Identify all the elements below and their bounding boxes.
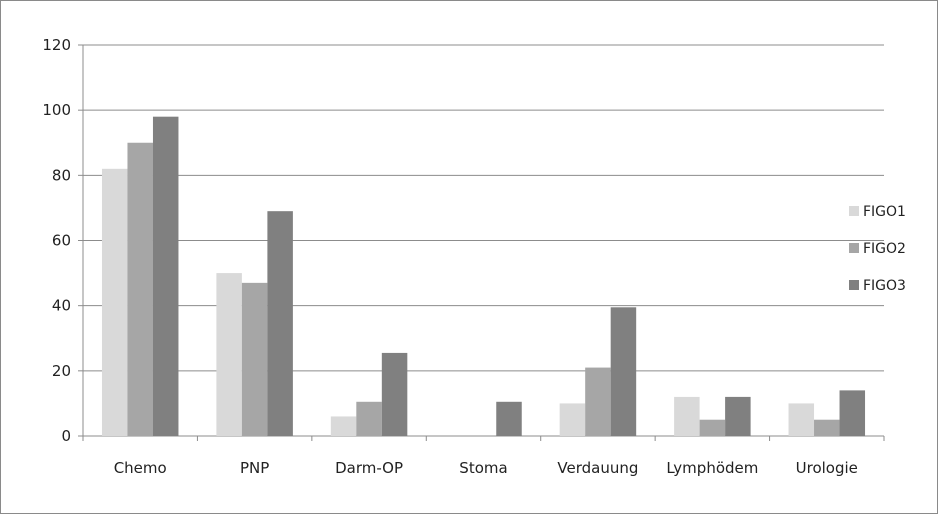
bar-figo3-0 (152, 116, 179, 436)
tick-labels: 0 20 40 60 80 100 120 Chemo PNP Darm-OP Stoma Verda… (42, 36, 858, 477)
bar-figo3-3 (496, 401, 522, 436)
y-tick-label: 120 (42, 36, 71, 54)
x-tick-label: Urologie (796, 459, 858, 477)
legend-label-figo3: FIGO3 (863, 278, 906, 294)
bars (101, 116, 866, 437)
y-tick-label: 80 (52, 166, 71, 184)
bar-figo1-6 (788, 403, 815, 436)
bar-figo2-2 (356, 401, 382, 436)
bar-figo2-1 (241, 282, 268, 436)
legend-swatch-figo1 (849, 206, 859, 216)
x-tick-label: Verdauung (557, 459, 638, 477)
bar-figo3-5 (725, 396, 751, 436)
bar-figo1-1 (216, 273, 242, 436)
bar-figo1-5 (674, 396, 700, 436)
legend-label-figo1: FIGO1 (863, 204, 906, 220)
bar-figo1-4 (559, 403, 586, 436)
gridlines (83, 44, 884, 372)
legend-label-figo2: FIGO2 (863, 241, 906, 257)
bar-figo2-6 (814, 419, 840, 436)
bar-figo3-4 (610, 307, 637, 436)
x-tick-label: Lymphödem (666, 459, 758, 477)
y-tick-label: 20 (52, 362, 71, 380)
x-tick-label: Darm-OP (335, 459, 403, 477)
bar-figo3-6 (839, 390, 866, 436)
bar-figo1-0 (101, 168, 128, 437)
bar-figo2-5 (699, 419, 726, 436)
x-tick-label: Chemo (114, 459, 167, 477)
legend-swatch-figo3 (849, 280, 859, 290)
legend: FIGO1 FIGO2 FIGO3 (849, 204, 906, 294)
y-tick-label: 100 (42, 101, 71, 119)
legend-swatch-figo2 (849, 243, 859, 253)
x-tick-label: PNP (240, 459, 269, 477)
y-tick-label: 40 (52, 297, 71, 315)
bar-figo2-0 (127, 142, 153, 436)
bar-figo3-2 (381, 352, 408, 436)
y-tick-label: 0 (61, 427, 71, 445)
axes (78, 44, 885, 441)
y-tick-label: 60 (52, 232, 71, 250)
x-tick-label: Stoma (459, 459, 507, 477)
bar-figo3-1 (267, 211, 293, 436)
bar-figo1-2 (330, 416, 357, 436)
bar-figo2-4 (585, 367, 611, 436)
